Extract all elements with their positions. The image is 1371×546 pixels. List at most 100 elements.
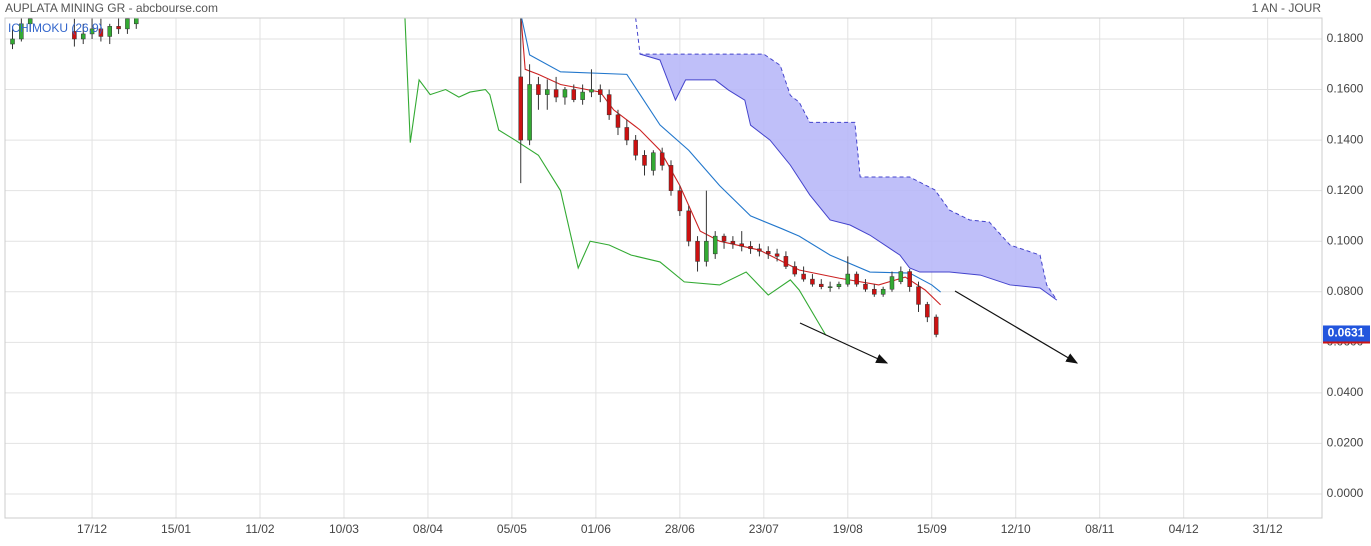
- candle-body: [562, 89, 568, 98]
- x-tick-label: 31/12: [1253, 522, 1283, 536]
- indicator-line: [521, 18, 941, 293]
- candle-body: [580, 91, 585, 100]
- x-tick-label: 28/06: [665, 522, 695, 536]
- candle-body: [801, 273, 806, 280]
- candle-body: [792, 266, 798, 275]
- candle-body: [72, 31, 77, 40]
- candle-body: [757, 248, 762, 252]
- x-tick-label: 01/06: [581, 522, 611, 536]
- candle-body: [668, 165, 674, 191]
- candle-body: [107, 26, 112, 37]
- x-tick-label: 23/07: [749, 522, 779, 536]
- y-tick-label: 0.1200: [1327, 183, 1364, 197]
- candle-body: [518, 76, 524, 141]
- candle-body: [571, 89, 577, 100]
- y-tick-label: 0.1000: [1327, 233, 1364, 247]
- candle-body: [125, 18, 130, 30]
- candle-body: [589, 89, 594, 93]
- candle-body: [606, 94, 612, 116]
- indicator-line: [520, 18, 941, 306]
- cloud-span-b: [635, 18, 1058, 301]
- last-price-box: [1323, 325, 1370, 342]
- candle-body: [872, 288, 877, 295]
- x-tick-label: 08/11: [1085, 522, 1114, 536]
- x-tick-label: 17/12: [77, 522, 107, 536]
- plot-area: [10, 18, 1058, 338]
- cloud-fill: [635, 18, 1057, 301]
- candle-body: [98, 28, 104, 37]
- candle-body: [659, 152, 665, 166]
- cloud-span-a: [639, 53, 1058, 301]
- candle-body: [712, 235, 718, 255]
- candle-body: [880, 288, 886, 295]
- candle-body: [916, 286, 921, 305]
- x-tick-label: 10/03: [329, 522, 359, 536]
- candle-body: [27, 18, 33, 25]
- candle-body: [553, 89, 559, 98]
- x-tick-label: 05/05: [497, 522, 527, 536]
- candle-body: [721, 235, 727, 242]
- y-tick-label: 0.1400: [1327, 132, 1364, 146]
- candle-body: [827, 286, 833, 288]
- candle-body: [545, 89, 550, 95]
- candle-body: [898, 271, 904, 282]
- x-tick-label: 15/09: [917, 522, 947, 536]
- chart-title: AUPLATA MINING GR - abcbourse.com: [5, 1, 218, 15]
- y-tick-label: 0.1800: [1327, 31, 1364, 45]
- candle-body: [819, 283, 824, 287]
- x-tick-label: 12/10: [1001, 522, 1031, 536]
- axes: 0.00000.02000.04000.06000.08000.10000.12…: [77, 31, 1370, 536]
- trend-arrow: [954, 290, 1079, 364]
- candle-body: [527, 84, 532, 141]
- candle-body: [651, 152, 656, 171]
- candle-body: [730, 240, 736, 244]
- y-tick-label: 0.0800: [1327, 284, 1364, 298]
- candle-body: [536, 84, 541, 95]
- candle-body: [633, 139, 638, 156]
- y-tick-label: 0.1600: [1327, 82, 1364, 96]
- last-price-label: 0.0631: [1328, 326, 1365, 340]
- candle-body: [116, 26, 121, 30]
- indicator-line: [404, 18, 827, 336]
- x-tick-label: 11/02: [245, 522, 274, 536]
- candle-body: [686, 210, 691, 242]
- y-tick-label: 0.0000: [1327, 486, 1364, 500]
- trend-arrow: [799, 322, 889, 364]
- x-tick-label: 15/01: [161, 522, 191, 536]
- candle-body: [10, 38, 15, 45]
- candle-body: [889, 276, 895, 290]
- candle-body: [783, 256, 789, 267]
- candle-body: [765, 251, 771, 255]
- candle-body: [704, 240, 709, 262]
- y-tick-label: 0.0200: [1327, 436, 1364, 450]
- candle-body: [80, 33, 86, 40]
- x-tick-label: 19/08: [833, 522, 863, 536]
- candle-body: [774, 253, 780, 257]
- x-tick-label: 08/04: [413, 522, 443, 536]
- candle-body: [134, 18, 139, 25]
- candle-body: [933, 316, 939, 335]
- candle-body: [624, 127, 630, 141]
- candle-body: [907, 271, 912, 287]
- x-tick-label: 04/12: [1169, 522, 1199, 536]
- chart-subtitle: 1 AN - JOUR: [1252, 1, 1322, 15]
- candle-body: [925, 304, 930, 318]
- candle-body: [695, 240, 700, 262]
- indicator-label: ICHIMOKU (26,9): [8, 21, 103, 35]
- candle-body: [739, 243, 744, 247]
- candle-body: [836, 283, 842, 287]
- candle-body: [845, 273, 851, 285]
- candle-body: [615, 114, 621, 128]
- candle-body: [863, 283, 868, 290]
- plot-frame: [4, 17, 1323, 519]
- candle-body: [677, 190, 683, 212]
- y-tick-label: 0.0400: [1327, 385, 1364, 399]
- candle-body: [89, 28, 95, 35]
- candle-body: [748, 246, 753, 250]
- candle-body: [598, 89, 603, 95]
- candle-body: [854, 273, 859, 285]
- candle-body: [642, 155, 647, 166]
- candle-body: [810, 278, 815, 285]
